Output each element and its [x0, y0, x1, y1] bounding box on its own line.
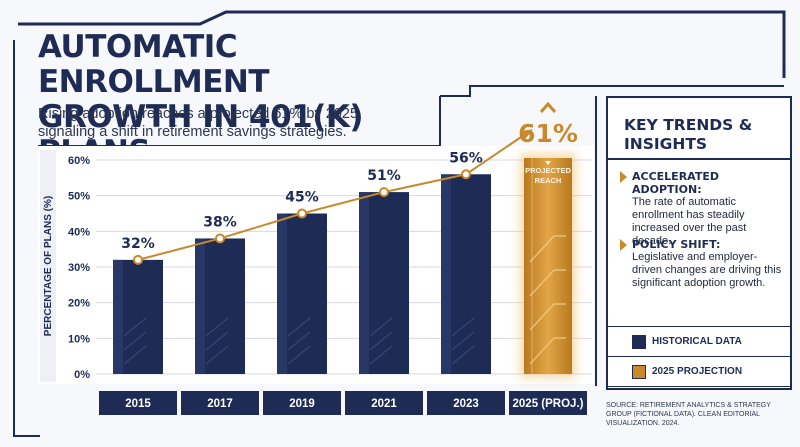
chevron-up-icon [539, 101, 557, 113]
x-tick-label: 2015 [125, 398, 151, 410]
data-label-2015: 32% [121, 236, 155, 252]
data-label-2017: 38% [203, 214, 237, 230]
bar-pattern-line [287, 345, 311, 365]
chart-subtitle: Rising adoption reaches a projected 61% … [38, 106, 363, 140]
x-tick-box [99, 391, 177, 415]
legend-label: HISTORICAL DATA [652, 336, 742, 347]
projected-reach-label: REACH [535, 176, 562, 185]
insights-panel: KEY TRENDS & INSIGHTS ACCELERATED ADOPTI… [606, 96, 792, 390]
chevron-right-icon [620, 239, 627, 251]
bar-shade [359, 192, 369, 374]
x-tick-label: 2023 [453, 398, 479, 410]
y-tick-label: 30% [68, 262, 90, 274]
insight-heading: ACCELERATED ADOPTION: [632, 170, 719, 196]
x-tick-box [181, 391, 259, 415]
y-tick-label: 0% [74, 369, 90, 381]
x-tick-label: 2017 [207, 398, 233, 410]
chart-title: AUTOMATIC ENROLLMENT GROWTH IN 401(K) PL… [38, 29, 364, 170]
bar-2025-projected [524, 158, 572, 374]
bar-pattern-line [287, 331, 311, 351]
insight-body: The rate of automatic enrollment has ste… [632, 196, 747, 247]
insight-body: Legislative and employer-driven changes … [632, 251, 782, 289]
bar-pattern-line [205, 331, 229, 351]
bar-pattern-line [451, 317, 475, 337]
bar-pattern-line [451, 345, 475, 365]
bar-pattern-line [529, 269, 566, 297]
bar-shade [113, 259, 123, 374]
bar-pattern-line [205, 317, 229, 337]
bar-pattern-line [123, 317, 147, 337]
y-tick-label: 60% [68, 155, 90, 167]
legend-label: 2025 PROJECTION [652, 366, 743, 377]
insight-heading: POLICY SHIFT: [632, 238, 721, 251]
data-label-2023: 56% [449, 150, 483, 166]
chevron-right-icon [620, 171, 627, 183]
chart-legend: HISTORICAL DATA 2025 PROJECTION [608, 326, 790, 387]
x-tick-box [345, 391, 423, 415]
y-tick-label: 10% [68, 333, 90, 345]
x-tick-box [263, 391, 341, 415]
trend-line [137, 130, 531, 261]
bar-shade [195, 238, 205, 374]
bar-shade [277, 213, 287, 374]
insight-policy-shift: POLICY SHIFT: Legislative and employer-d… [620, 238, 786, 290]
bar-pattern-line [123, 345, 147, 365]
bar-pattern-line [529, 303, 566, 331]
bar-pattern-line [529, 337, 566, 365]
trend-arrow-icon [521, 129, 533, 139]
data-label-2019: 45% [285, 190, 319, 206]
bar-pattern-line [529, 235, 566, 263]
y-tick-label: 40% [68, 226, 90, 238]
trend-point [297, 208, 307, 219]
bar-pattern-line [451, 331, 475, 351]
x-tick-label: 2021 [371, 398, 397, 410]
y-axis-band [40, 150, 56, 382]
bar-pattern-line [287, 317, 311, 337]
bar-pattern-line [369, 331, 393, 351]
bar-pattern-line [123, 331, 147, 351]
bar-pattern-line [369, 345, 393, 365]
source-note: SOURCE: RETIREMENT ANALYTICS & STRATEGY … [606, 402, 771, 427]
y-tick-label: 20% [68, 298, 90, 310]
bar-pattern-line [205, 345, 229, 365]
trend-point [133, 254, 143, 265]
trend-point [461, 169, 471, 180]
trend-point [215, 233, 225, 244]
legend-swatch-historical [632, 335, 646, 349]
bar-pattern-line [369, 317, 393, 337]
x-tick-label: 2025 (PROJ.) [513, 398, 584, 410]
x-tick-label: 2019 [289, 398, 315, 410]
legend-swatch-projection [632, 365, 646, 379]
panel-divider [608, 158, 790, 160]
panel-title: KEY TRENDS & INSIGHTS [624, 116, 753, 153]
data-label-2021: 51% [367, 168, 401, 184]
legend-item-projection: 2025 PROJECTION [608, 356, 790, 387]
insight-accelerated-adoption: ACCELERATED ADOPTION: The rate of automa… [620, 170, 786, 248]
projected-reach-label: PROJECTED [525, 166, 571, 175]
y-tick-label: 50% [68, 191, 90, 203]
x-tick-box [509, 391, 587, 415]
y-axis-label: PERCENTAGE OF PLANS (%) [43, 196, 54, 336]
chevron-down-icon [545, 161, 551, 165]
bar-shade [441, 174, 451, 374]
legend-item-historical: HISTORICAL DATA [608, 326, 790, 356]
trend-point [379, 187, 389, 198]
x-tick-box [427, 391, 505, 415]
